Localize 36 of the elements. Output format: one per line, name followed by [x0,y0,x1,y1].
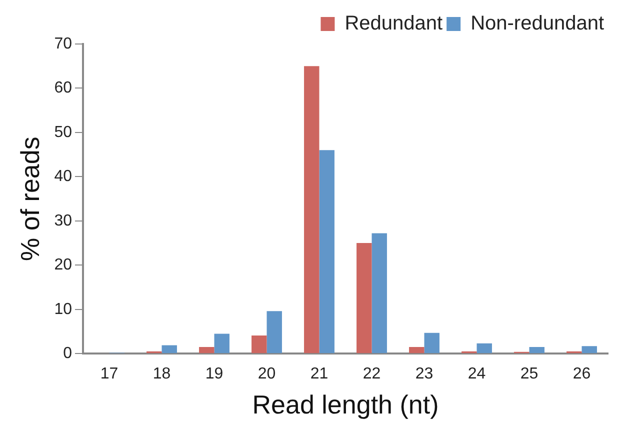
bar [214,334,230,354]
y-tick-label: 40 [54,168,72,186]
bar [372,233,387,354]
y-tick-label: 60 [54,80,72,97]
bar [409,346,424,354]
bar [476,343,492,354]
bar [162,345,177,354]
y-tick-label: 20 [54,256,72,274]
x-axis-title: Read length (nt) [252,390,439,420]
bar [199,346,214,354]
x-tick-label: 18 [152,366,171,383]
x-tick-label: 21 [310,366,328,383]
x-tick-label: 19 [205,366,224,383]
x-tick-label: 20 [258,366,276,383]
bar [582,346,597,354]
bar [304,66,320,354]
y-axis-title: % of reads [14,136,45,261]
bar [319,150,334,354]
y-tick-label: 10 [54,300,72,318]
bar [252,335,267,354]
bar [424,332,440,354]
x-tick-label: 22 [362,366,381,383]
bar [529,346,544,354]
y-tick-label: 30 [54,212,72,230]
bar [266,311,282,354]
y-tick-label: 70 [54,35,72,52]
x-tick-label: 24 [468,366,486,383]
x-tick-label: 26 [572,366,591,383]
y-tick-label: 0 [63,345,72,362]
y-tick-label: 50 [54,124,72,141]
legend-label: Redundant [344,12,444,35]
x-tick-label: 23 [415,366,434,383]
legend-label: Non-redundant [470,12,604,35]
bar [356,243,372,354]
x-tick-label: 17 [100,366,118,383]
x-tick-label: 25 [520,366,538,383]
